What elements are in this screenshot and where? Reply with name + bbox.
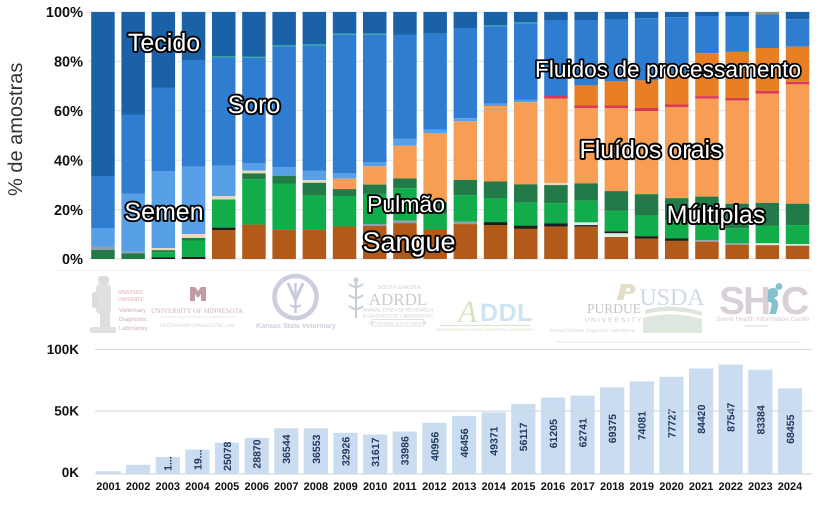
svg-text:33986: 33986 (400, 436, 412, 465)
svg-text:60%: 60% (54, 104, 83, 120)
svg-text:Sangue: Sangue (362, 227, 455, 257)
svg-text:Kansas State Veterinary: Kansas State Veterinary (256, 322, 336, 330)
svg-text:Diagnostic: Diagnostic (119, 316, 147, 323)
svg-text:2001: 2001 (96, 481, 120, 493)
svg-text:A: A (456, 294, 478, 329)
svg-text:2013: 2013 (452, 481, 476, 493)
svg-text:2023: 2023 (748, 481, 772, 493)
svg-text:UNIVERSITY OF MINNESOTA: UNIVERSITY OF MINNESOTA (151, 308, 243, 315)
svg-text:19...: 19... (192, 450, 204, 471)
svg-text:0K: 0K (62, 465, 80, 480)
svg-text:PURDUE: PURDUE (587, 301, 641, 316)
svg-text:2021: 2021 (689, 481, 713, 493)
svg-text:SH: SH (719, 280, 769, 323)
svg-text:ANIMAL DISEASE RESEARCH: ANIMAL DISEASE RESEARCH (363, 308, 434, 314)
svg-text:1...: 1... (163, 456, 175, 471)
svg-text:74081: 74081 (637, 411, 649, 440)
svg-text:2010: 2010 (363, 481, 387, 493)
svg-text:50K: 50K (54, 404, 79, 419)
svg-text:31617: 31617 (370, 437, 382, 466)
svg-text:62741: 62741 (578, 418, 590, 447)
svg-text:SOUTH DAKOTA: SOUTH DAKOTA (378, 285, 421, 291)
svg-text:36544: 36544 (281, 434, 293, 463)
svg-text:40956: 40956 (429, 432, 441, 461)
svg-text:Múltiplas: Múltiplas (667, 201, 766, 229)
svg-text:49371: 49371 (489, 426, 501, 455)
svg-text:69375: 69375 (607, 414, 619, 443)
svg-text:61205: 61205 (548, 419, 560, 448)
svg-text:2015: 2015 (511, 481, 535, 493)
svg-text:2007: 2007 (274, 481, 298, 493)
svg-text:Pulmão: Pulmão (367, 191, 445, 217)
svg-text:2014: 2014 (481, 481, 506, 493)
svg-text:56117: 56117 (518, 422, 530, 451)
svg-text:20%: 20% (54, 203, 83, 219)
svg-text:2005: 2005 (215, 481, 239, 493)
svg-text:2008: 2008 (304, 481, 328, 493)
svg-text:% de amostras: % de amostras (5, 63, 27, 196)
svg-text:Veterinary: Veterinary (119, 307, 146, 314)
svg-text:2019: 2019 (630, 481, 654, 493)
svg-text:25078: 25078 (222, 442, 234, 471)
svg-text:2004: 2004 (185, 481, 210, 493)
svg-text:UNIVERSITY: UNIVERSITY (118, 297, 143, 303)
svg-text:2020: 2020 (659, 481, 683, 493)
svg-text:46456: 46456 (459, 428, 471, 457)
svg-text:2022: 2022 (718, 481, 742, 493)
svg-text:83384: 83384 (755, 405, 767, 434)
svg-text:2003: 2003 (156, 481, 180, 493)
svg-text:32926: 32926 (340, 437, 352, 466)
svg-text:2016: 2016 (541, 481, 565, 493)
svg-text:INDIANA ANIMAL DISEASE DIAGNOS: INDIANA ANIMAL DISEASE DIAGNOSTIC LABORA… (436, 328, 535, 332)
svg-text:Fluídos orais: Fluídos orais (579, 136, 722, 164)
svg-text:68455: 68455 (785, 414, 797, 443)
svg-text:C: C (781, 280, 809, 323)
svg-text:BROOKINGS, SOUTH DAKOTA: BROOKINGS, SOUTH DAKOTA (369, 320, 427, 325)
svg-text:2012: 2012 (422, 481, 446, 493)
svg-text:DDL: DDL (480, 299, 533, 327)
svg-text:100%: 100% (46, 5, 83, 21)
svg-text:84420: 84420 (696, 404, 708, 433)
svg-text:2024: 2024 (778, 481, 803, 493)
svg-text:28870: 28870 (252, 439, 264, 468)
svg-text:2002: 2002 (126, 481, 150, 493)
svg-text:2018: 2018 (600, 481, 624, 493)
svg-text:100K: 100K (47, 342, 80, 357)
svg-text:Laboratory: Laboratory (119, 325, 148, 332)
svg-text:Soro: Soro (228, 91, 281, 119)
svg-text:Animal Disease Diagnostic Labo: Animal Disease Diagnostic Laboratory (550, 328, 635, 334)
svg-text:& DIAGNOSTIC LABORATORY: & DIAGNOSTIC LABORATORY (363, 314, 435, 320)
svg-text:UNIVERSITY: UNIVERSITY (584, 317, 643, 324)
svg-text:40%: 40% (54, 153, 83, 169)
svg-text:36553: 36553 (311, 434, 323, 463)
svg-text:Tecido: Tecido (128, 29, 200, 57)
svg-text:2009: 2009 (333, 481, 357, 493)
svg-text:2006: 2006 (244, 481, 268, 493)
svg-text:VETERINARY DIAGNOSTIC LAB: VETERINARY DIAGNOSTIC LAB (159, 323, 235, 329)
svg-text:ADRDL: ADRDL (369, 290, 428, 309)
svg-text:IOWA STATE: IOWA STATE (118, 290, 143, 296)
svg-text:77727: 77727 (666, 409, 678, 438)
svg-text:Fluidos de processamento: Fluidos de processamento (535, 56, 801, 82)
svg-text:Semen: Semen (124, 198, 203, 226)
svg-text:87547: 87547 (726, 403, 738, 432)
svg-text:80%: 80% (54, 55, 83, 71)
svg-text:2017: 2017 (570, 481, 594, 493)
svg-text:Swine Health Information Cente: Swine Health Information Center (716, 316, 811, 323)
svg-text:2011: 2011 (393, 481, 417, 493)
svg-text:0%: 0% (62, 252, 83, 268)
